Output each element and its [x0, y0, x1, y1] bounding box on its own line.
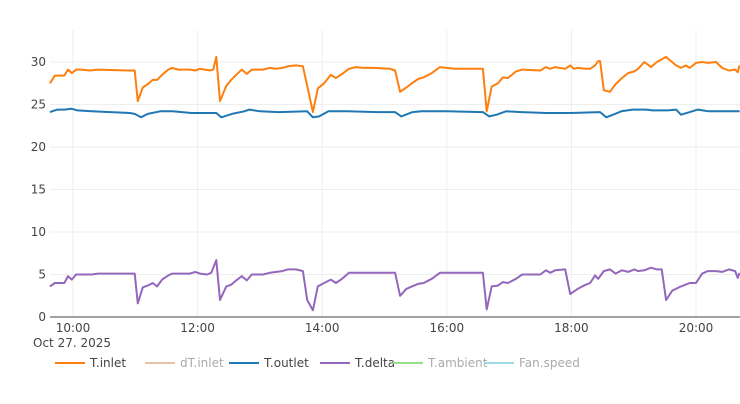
x-tick-label: 10:00 [56, 321, 91, 335]
y-axis-ticks: 0 5 10 15 20 25 30 [31, 55, 46, 324]
legend-label: dT.inlet [180, 356, 224, 370]
y-tick-label: 30 [31, 55, 46, 69]
series-lines [49, 55, 740, 312]
legend-label: T.inlet [89, 356, 126, 370]
legend-item-t-outlet[interactable]: T.outlet [229, 356, 309, 370]
legend-item-dt-inlet[interactable]: dT.inlet [145, 356, 224, 370]
x-tick-label: 20:00 [679, 321, 714, 335]
legend-item-t-inlet[interactable]: T.inlet [55, 356, 126, 370]
x-tick-label: 12:00 [180, 321, 215, 335]
legend-label: Fan.speed [519, 356, 580, 370]
y-tick-label: 15 [31, 183, 46, 197]
legend-label: T.ambient [427, 356, 488, 370]
x-tick-label: 16:00 [430, 321, 465, 335]
legend-item-t-delta[interactable]: T.delta [320, 356, 395, 370]
legend-label: T.delta [354, 356, 395, 370]
gridlines [50, 30, 740, 317]
legend-label: T.outlet [263, 356, 309, 370]
y-tick-label: 10 [31, 225, 46, 239]
legend-item-t-ambient[interactable]: T.ambient [393, 356, 488, 370]
x-axis-ticks: 10:00 12:00 14:00 16:00 18:00 20:00 [56, 321, 714, 335]
y-tick-label: 0 [38, 310, 46, 324]
x-tick-label: 18:00 [554, 321, 589, 335]
y-tick-label: 5 [38, 268, 46, 282]
series-line-t-delta[interactable] [49, 259, 740, 312]
legend-item-fan-speed[interactable]: Fan.speed [484, 356, 580, 370]
series-line-t-outlet[interactable] [49, 107, 740, 119]
x-axis-date-label: Oct 27. 2025 [33, 336, 111, 350]
y-tick-label: 20 [31, 140, 46, 154]
x-tick-label: 14:00 [305, 321, 340, 335]
series-line-t-inlet[interactable] [49, 55, 740, 114]
y-tick-label: 25 [31, 98, 46, 112]
legend: T.inlet dT.inlet T.outlet T.delta T.ambient F… [55, 356, 580, 370]
